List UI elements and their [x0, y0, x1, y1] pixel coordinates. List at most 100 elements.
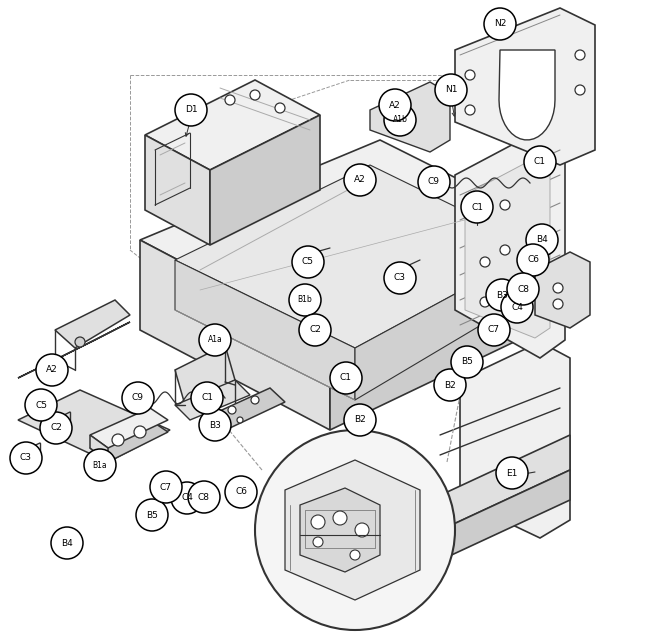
Text: B1b: B1b: [297, 296, 312, 305]
Circle shape: [465, 105, 475, 115]
Circle shape: [10, 442, 42, 474]
Text: C2: C2: [50, 424, 62, 432]
Circle shape: [451, 346, 483, 378]
Circle shape: [507, 273, 539, 305]
Circle shape: [575, 50, 585, 60]
Circle shape: [391, 100, 399, 108]
Circle shape: [122, 382, 154, 414]
Circle shape: [461, 191, 493, 223]
Circle shape: [237, 417, 243, 423]
Circle shape: [292, 246, 324, 278]
Circle shape: [500, 245, 510, 255]
Circle shape: [25, 389, 57, 421]
Text: C5: C5: [35, 401, 47, 410]
Text: B5: B5: [146, 511, 158, 520]
Polygon shape: [145, 135, 210, 245]
Circle shape: [140, 500, 164, 524]
Polygon shape: [300, 488, 380, 572]
Polygon shape: [18, 390, 170, 462]
Circle shape: [255, 430, 455, 630]
Text: D1: D1: [184, 106, 197, 114]
Circle shape: [134, 426, 146, 438]
Circle shape: [308, 261, 316, 269]
Text: E1: E1: [506, 469, 518, 478]
Circle shape: [489, 325, 499, 335]
Circle shape: [512, 300, 522, 310]
Polygon shape: [90, 420, 168, 462]
Polygon shape: [140, 140, 560, 340]
Circle shape: [251, 396, 259, 404]
Polygon shape: [90, 435, 108, 462]
Polygon shape: [55, 300, 130, 348]
Circle shape: [344, 404, 376, 436]
Polygon shape: [140, 240, 330, 430]
Circle shape: [199, 409, 231, 441]
Text: C7: C7: [488, 326, 500, 335]
Circle shape: [55, 417, 61, 423]
Circle shape: [418, 166, 450, 198]
Text: C9: C9: [428, 177, 440, 186]
Polygon shape: [330, 230, 560, 430]
Polygon shape: [18, 322, 130, 378]
Circle shape: [526, 224, 558, 256]
Polygon shape: [285, 460, 420, 600]
Circle shape: [250, 90, 260, 100]
Polygon shape: [460, 342, 570, 538]
Circle shape: [191, 382, 223, 414]
Circle shape: [517, 244, 549, 276]
Text: C1: C1: [534, 158, 546, 167]
Text: C7: C7: [160, 483, 172, 492]
Text: C5: C5: [302, 258, 314, 266]
Circle shape: [313, 537, 323, 547]
Text: A2: A2: [354, 176, 366, 184]
Circle shape: [112, 434, 124, 446]
Circle shape: [36, 354, 68, 386]
Circle shape: [553, 299, 563, 309]
Circle shape: [501, 291, 533, 323]
Text: C1: C1: [340, 373, 352, 382]
Polygon shape: [175, 345, 235, 405]
Circle shape: [42, 360, 62, 380]
Circle shape: [384, 104, 416, 136]
Circle shape: [55, 427, 61, 433]
Circle shape: [524, 146, 556, 178]
Circle shape: [434, 369, 466, 401]
Text: A2: A2: [46, 366, 58, 375]
Text: A1a: A1a: [208, 336, 223, 345]
Polygon shape: [175, 260, 355, 400]
Circle shape: [311, 515, 325, 529]
Text: C1: C1: [471, 202, 483, 212]
Circle shape: [379, 89, 411, 121]
Circle shape: [471, 201, 483, 213]
Circle shape: [528, 253, 538, 263]
Circle shape: [60, 532, 76, 548]
Circle shape: [163, 482, 173, 492]
Circle shape: [150, 510, 154, 514]
Text: B1a: B1a: [93, 460, 107, 469]
Circle shape: [458, 352, 478, 372]
Circle shape: [84, 449, 116, 481]
Circle shape: [330, 362, 362, 394]
Polygon shape: [430, 435, 570, 535]
Polygon shape: [499, 50, 555, 140]
Text: B2: B2: [444, 380, 456, 389]
Text: C3: C3: [394, 273, 406, 282]
Circle shape: [534, 156, 546, 168]
Circle shape: [511, 301, 523, 313]
Circle shape: [514, 304, 520, 310]
Circle shape: [51, 527, 83, 559]
Circle shape: [384, 262, 416, 294]
Circle shape: [40, 412, 72, 444]
Text: N1: N1: [445, 85, 457, 95]
Circle shape: [519, 283, 527, 291]
Polygon shape: [145, 80, 320, 170]
Circle shape: [480, 297, 490, 307]
Circle shape: [175, 94, 207, 126]
Circle shape: [463, 357, 473, 367]
Text: C9: C9: [132, 394, 144, 403]
Circle shape: [333, 511, 347, 525]
Text: C3: C3: [20, 453, 32, 462]
Text: A1b: A1b: [393, 116, 408, 125]
Circle shape: [478, 314, 510, 346]
Circle shape: [575, 85, 585, 95]
